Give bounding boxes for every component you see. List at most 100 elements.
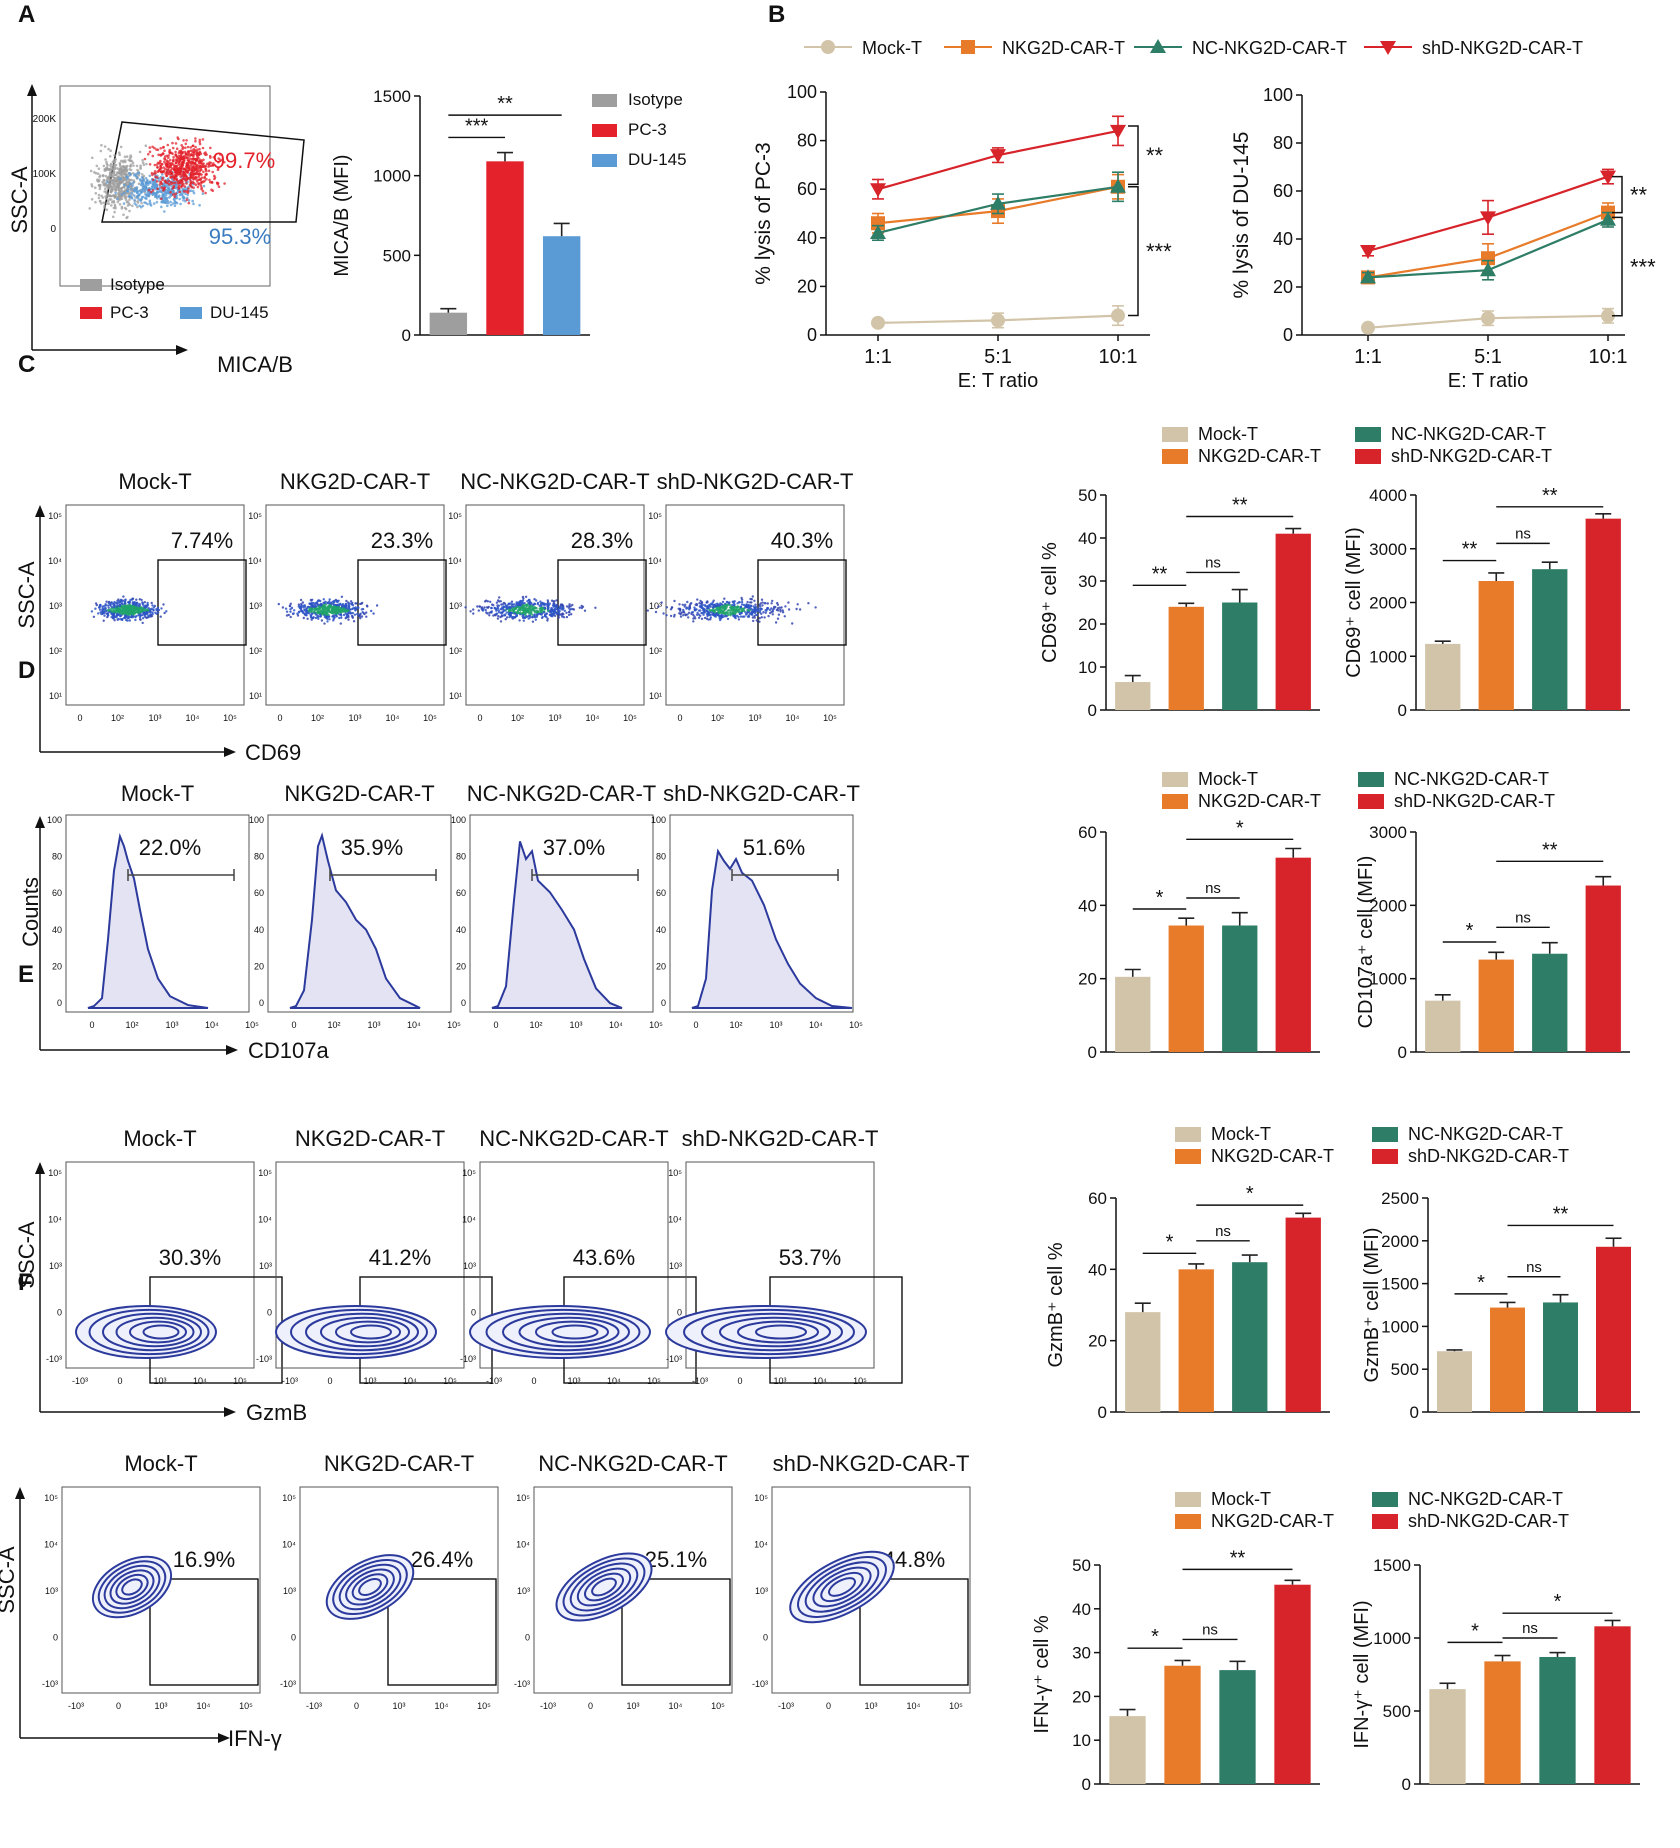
flow-dot [734,611,738,614]
flow-dot [530,604,534,608]
flow-dot [172,189,175,193]
flow-dot [194,145,197,149]
flow-dot [312,616,315,619]
flow-dot [165,174,169,177]
flow-dot [99,149,103,153]
flow-dot [178,172,182,175]
f-flow-y-tick: 10⁵ [754,1493,768,1503]
flow-dot [145,193,149,196]
flow-dot [116,609,119,612]
d-mfi-sig-label: ns [1515,909,1531,926]
flow-dot [125,200,129,204]
flow-dot [138,204,141,208]
e-flow-x-tick: 10⁴ [813,1376,827,1386]
flow-dot [189,157,192,161]
flow-dot [514,606,517,609]
flow-dot [120,187,123,190]
flow-dot [165,171,168,174]
flow-dot [175,154,178,157]
e-mfi-bar-mock-t [1437,1351,1472,1412]
flow-dot [158,183,162,186]
flow-dot [165,188,169,192]
flow-dot [555,599,558,602]
flow-dot [764,609,767,612]
flow-dot [354,602,357,605]
flow-dot [684,614,688,617]
flow-dot [89,169,93,173]
flow-dot [110,179,114,182]
c-flow-x-tick: 10³ [348,713,361,723]
flow-dot [137,193,141,197]
flow-dot [185,156,189,160]
f-legend-swatch [1372,1514,1398,1529]
f-pct-bar-nkg2d-car-t [1164,1665,1201,1784]
flow-dot [359,602,362,606]
flow-dot [719,617,723,620]
flow-contour [305,1312,419,1352]
b-du145-y-tick-label: 0 [1283,325,1293,345]
flow-dot [187,150,190,153]
flow-dot [150,607,153,610]
f-flow-x-tick: 10⁵ [477,1701,491,1711]
flow-dot [185,198,189,201]
flow-dot [180,173,184,177]
flow-dot [201,192,205,195]
flow-dot [148,150,152,154]
flow-dot [123,616,127,620]
flow-dot [311,612,314,615]
d-flow-y-tick: 60 [52,888,62,898]
flow-dot [132,164,135,167]
flow-dot [189,149,192,153]
flow-dot [289,615,292,619]
flow-dot [94,186,97,189]
flow-dot [697,616,701,619]
flow-dot [129,605,132,608]
flow-dot [343,604,346,607]
d-legend-swatch [1358,794,1384,809]
flow-dot [702,613,705,616]
flow-contour [325,1554,415,1620]
flow-dot [727,613,730,616]
flow-dot [129,155,133,159]
f-flow-y-tick: 10⁴ [44,1540,58,1550]
f-mfi-bar-mock-t [1429,1689,1466,1784]
c-mfi-y-tick-label: 3000 [1369,540,1407,559]
flow-dot [182,190,186,193]
b-du145-y-tick-label: 40 [1273,229,1293,249]
flow-dot [745,606,749,609]
flow-dot [190,182,193,185]
a-flow-x-arrowhead [176,345,188,355]
flow-dot [301,610,304,614]
c-flow-title: NC-NKG2D-CAR-T [460,469,649,494]
flow-dot [683,605,686,608]
flow-dot [124,160,127,164]
flow-dot [209,146,212,150]
flow-dot [118,203,122,206]
d-flow-y-tick: 20 [254,961,264,971]
e-flow-x-tick: 0 [737,1376,742,1386]
f-flow-gate [859,1578,969,1686]
flow-dot [508,609,511,612]
flow-dot [336,612,339,615]
flow-dot [110,601,113,604]
flow-dot [176,156,180,160]
e-flow-frame [65,1161,255,1369]
a-flow-dots [88,136,226,220]
flow-dot [133,194,136,197]
flow-dot [332,619,335,622]
flow-dot [334,612,337,615]
flow-dot [522,614,525,617]
flow-dot [733,603,736,606]
flow-dot [496,607,500,610]
d-histogram [289,832,421,1009]
flow-dot [567,606,570,609]
c-flow-y-tick: 10⁴ [448,556,462,566]
e-pct-y-label: GzmB⁺ cell % [1045,1242,1067,1367]
b-du145-point [1481,311,1495,326]
flow-dot [169,200,172,204]
flow-dot [296,614,300,617]
flow-dot [340,604,344,607]
flow-dot [776,603,780,606]
flow-dot [120,207,124,210]
e-pct-sig-label: ns [1215,1223,1231,1240]
